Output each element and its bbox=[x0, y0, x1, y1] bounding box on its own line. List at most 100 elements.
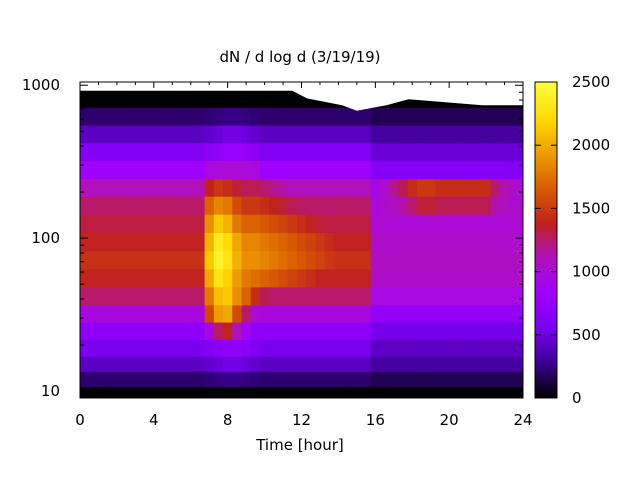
heatmap-cell bbox=[398, 268, 409, 288]
heatmap-cell bbox=[453, 268, 464, 288]
heatmap-cell bbox=[158, 286, 169, 306]
heatmap-cell bbox=[398, 160, 409, 180]
heatmap-cell bbox=[343, 142, 353, 162]
heatmap-cell bbox=[223, 160, 233, 180]
heatmap-cell bbox=[103, 178, 113, 197]
heatmap-cell bbox=[287, 107, 298, 126]
heatmap-cell bbox=[213, 268, 224, 288]
heatmap-cell bbox=[176, 386, 187, 398]
heatmap-cell bbox=[296, 304, 307, 323]
heatmap-cell bbox=[499, 178, 510, 197]
heatmap-cell bbox=[241, 214, 252, 234]
y-tick-label: 100 bbox=[31, 229, 60, 247]
heatmap-cell bbox=[186, 107, 196, 126]
heatmap-cell bbox=[213, 142, 224, 162]
heatmap-cell bbox=[287, 250, 298, 270]
heatmap-cell bbox=[389, 142, 400, 162]
heatmap-cell bbox=[287, 160, 298, 180]
heatmap-cell bbox=[112, 82, 123, 108]
heatmap-cell bbox=[232, 142, 243, 162]
heatmap-cell bbox=[361, 214, 372, 234]
heatmap-cell bbox=[352, 124, 363, 144]
heatmap-cell bbox=[379, 304, 390, 323]
heatmap-cell bbox=[259, 386, 270, 398]
heatmap-cell bbox=[509, 178, 523, 197]
heatmap-cell bbox=[398, 304, 409, 323]
heatmap-cell bbox=[509, 304, 523, 323]
heatmap-cell bbox=[241, 321, 252, 340]
heatmap-cell bbox=[463, 304, 473, 323]
heatmap-cell bbox=[250, 304, 261, 323]
heatmap-cell bbox=[176, 286, 187, 306]
heatmap-cell bbox=[232, 214, 243, 234]
heatmap-cell bbox=[352, 160, 363, 180]
heatmap-cell bbox=[130, 304, 141, 323]
heatmap-cell bbox=[287, 142, 298, 162]
heatmap-cell bbox=[407, 386, 418, 398]
heatmap-cell bbox=[324, 178, 335, 197]
heatmap-cell bbox=[241, 142, 252, 162]
heatmap-cell bbox=[306, 160, 316, 180]
heatmap-cell bbox=[232, 339, 243, 357]
heatmap-cell bbox=[121, 304, 132, 323]
heatmap-cell bbox=[481, 250, 492, 270]
heatmap-cell bbox=[84, 160, 95, 180]
heatmap-cell bbox=[324, 304, 335, 323]
heatmap-cell bbox=[453, 142, 464, 162]
heatmap-cell bbox=[481, 386, 492, 398]
heatmap-cell bbox=[158, 107, 169, 126]
heatmap-cell bbox=[93, 160, 104, 180]
heatmap-cell bbox=[352, 356, 363, 373]
heatmap-cell bbox=[93, 286, 104, 306]
heatmap-cell bbox=[407, 178, 418, 197]
heatmap-cell bbox=[158, 196, 169, 215]
heatmap-cell bbox=[259, 286, 270, 306]
heatmap-cell bbox=[176, 304, 187, 323]
x-tick-label: 0 bbox=[75, 411, 85, 429]
heatmap-cell bbox=[269, 232, 280, 252]
heatmap-cell bbox=[287, 82, 298, 108]
heatmap-cell bbox=[333, 339, 344, 357]
heatmap-cell bbox=[453, 232, 464, 252]
heatmap-cell bbox=[435, 386, 446, 398]
heatmap-cell bbox=[167, 356, 178, 373]
heatmap-cell bbox=[269, 178, 280, 197]
heatmap-cell bbox=[112, 371, 123, 388]
heatmap-cell bbox=[490, 160, 501, 180]
heatmap-cell bbox=[463, 339, 473, 357]
heatmap-cell bbox=[426, 356, 436, 373]
heatmap-cell bbox=[223, 214, 233, 234]
heatmap-cell bbox=[370, 339, 381, 357]
heatmap-cell bbox=[158, 371, 169, 388]
heatmap-cell bbox=[324, 214, 335, 234]
heatmap-cell bbox=[121, 268, 132, 288]
heatmap-cell bbox=[241, 386, 252, 398]
heatmap-cell bbox=[80, 356, 86, 373]
heatmap-cell bbox=[250, 356, 261, 373]
heatmap-cell bbox=[223, 178, 233, 197]
heatmap-cell bbox=[149, 82, 160, 108]
heatmap-cell bbox=[186, 178, 196, 197]
heatmap-cell bbox=[315, 356, 326, 373]
heatmap-cell bbox=[343, 356, 353, 373]
heatmap-cell bbox=[130, 321, 141, 340]
heatmap-cell bbox=[232, 178, 243, 197]
heatmap-cell bbox=[509, 268, 523, 288]
heatmap-cell bbox=[269, 356, 280, 373]
heatmap-cell bbox=[80, 321, 86, 340]
heatmap-cell bbox=[223, 250, 233, 270]
heatmap-cell bbox=[158, 178, 169, 197]
heatmap-cell bbox=[232, 321, 243, 340]
heatmap-cell bbox=[333, 356, 344, 373]
heatmap-cell bbox=[278, 107, 289, 126]
heatmap-cell bbox=[232, 196, 243, 215]
heatmap-cell bbox=[93, 268, 104, 288]
heatmap-cell bbox=[80, 142, 86, 162]
heatmap-cell bbox=[103, 339, 113, 357]
heatmap-cell bbox=[112, 286, 123, 306]
heatmap-cell bbox=[139, 268, 150, 288]
heatmap-cell bbox=[232, 286, 243, 306]
heatmap-cell bbox=[167, 321, 178, 340]
heatmap-cell bbox=[389, 286, 400, 306]
heatmap-cell bbox=[315, 371, 326, 388]
